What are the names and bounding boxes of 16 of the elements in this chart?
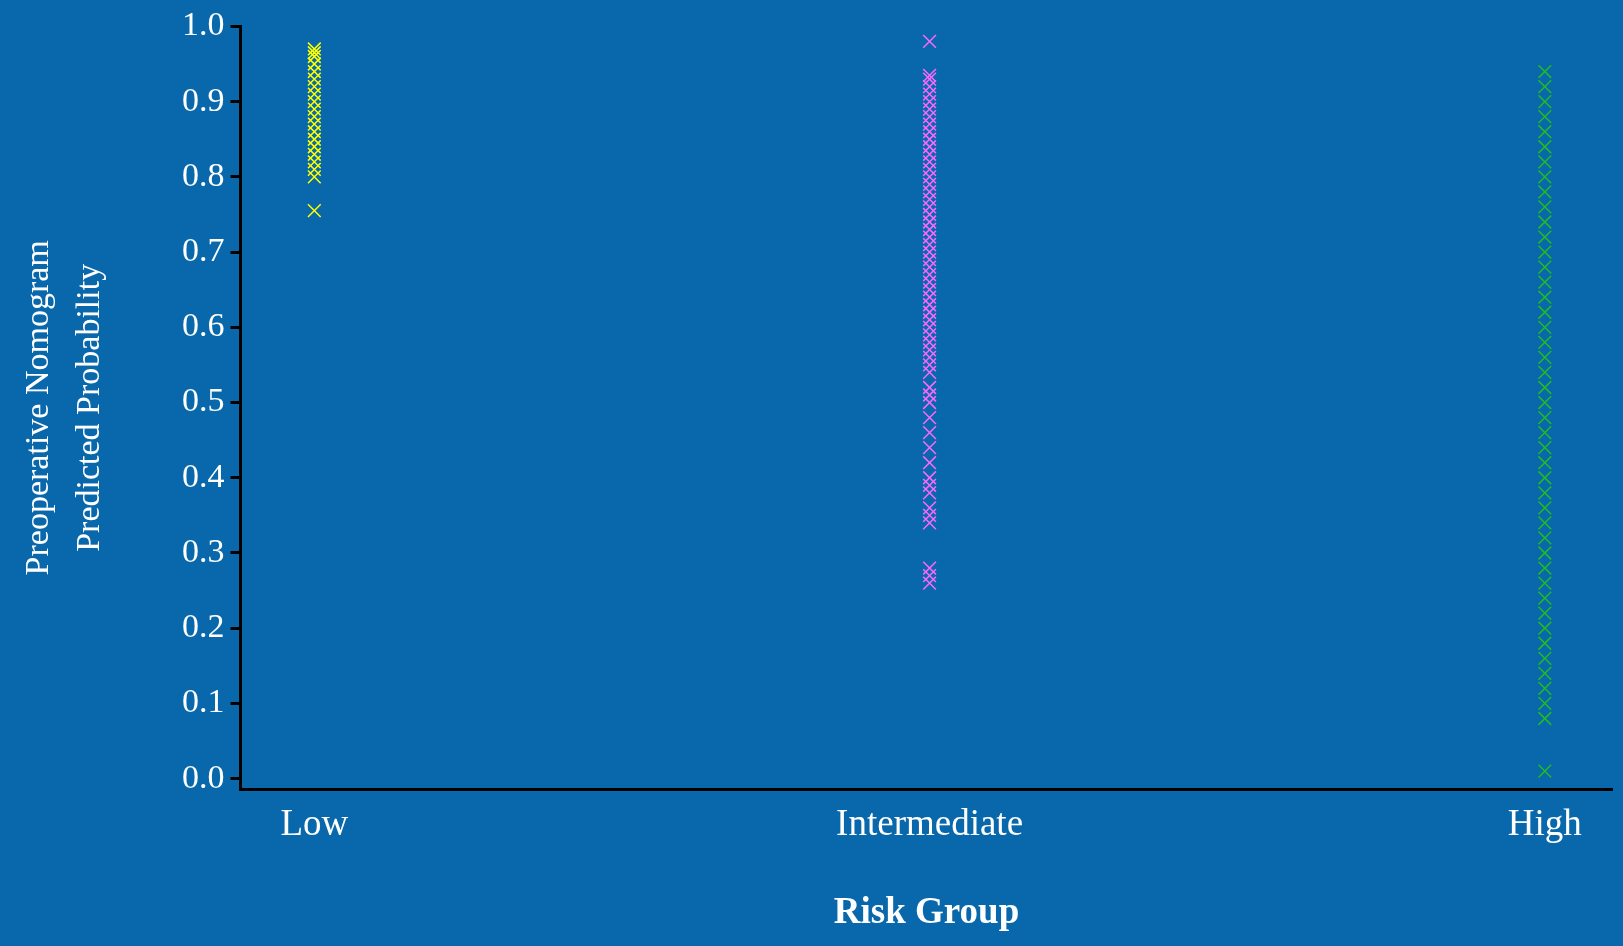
y-tick-label: 0.8 — [182, 155, 225, 193]
y-tick-label: 0.0 — [182, 757, 225, 795]
y-tick-label: 0.1 — [182, 682, 225, 720]
x-tick-label: Low — [280, 802, 349, 844]
y-tick-label: 0.4 — [182, 456, 225, 494]
y-tick-label: 0.5 — [182, 381, 225, 419]
y-tick-label: 0.6 — [182, 306, 225, 344]
y-tick-label: 1.0 — [182, 5, 225, 43]
y-tick-label: 0.3 — [182, 531, 225, 569]
y-tick-label: 0.2 — [182, 607, 225, 645]
y-tick-label: 0.9 — [182, 80, 225, 118]
x-tick-label: High — [1507, 802, 1583, 844]
y-axis-title: Preoperative Nomogram Predicted Probability — [18, 240, 107, 576]
x-axis-title: Risk Group — [833, 890, 1020, 932]
y-tick-label: 0.7 — [182, 231, 225, 268]
x-tick-label: Intermediate — [836, 802, 1024, 844]
